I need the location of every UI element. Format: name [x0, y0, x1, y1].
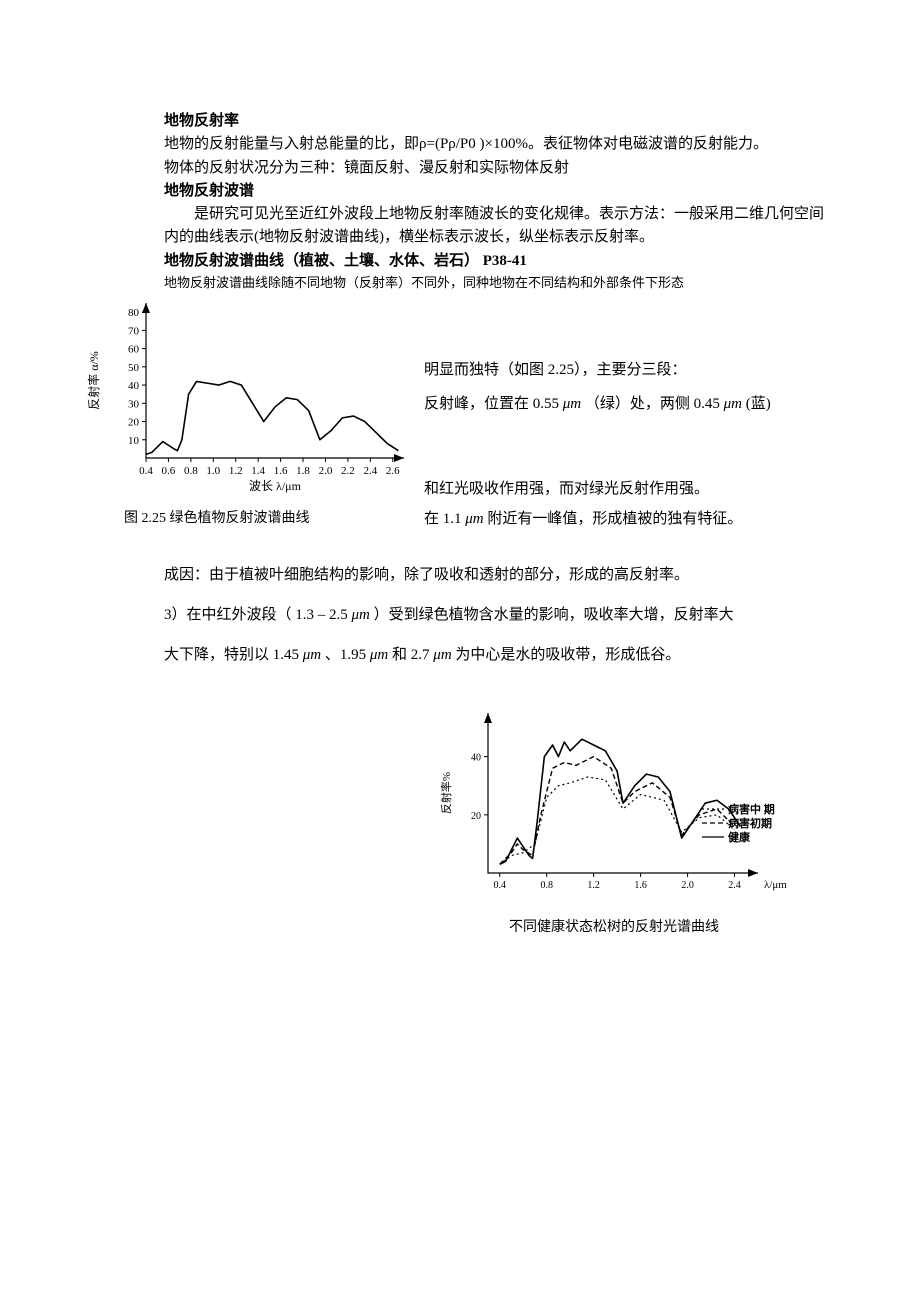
svg-text:病害中 期: 病害中 期	[728, 802, 775, 816]
figure-pine-block: 20 40 0.4 0.8 1.2 1.6 2.0 2.4 λ/μm 反射率% 病害中 期病害初期健…	[434, 703, 794, 939]
para-mid-ir-1: 3）在中红外波段（ 1.3 – 2.5 μm ）受到绿色植物含水量的影响，吸收率…	[164, 597, 830, 633]
svg-text:2.6: 2.6	[386, 465, 400, 477]
svg-text:2.0: 2.0	[319, 465, 333, 477]
svg-text:0.4: 0.4	[139, 465, 153, 477]
figure-2-25-caption: 图 2.25 绿色植物反射波谱曲线	[124, 508, 310, 530]
chart-pine-health: 20 40 0.4 0.8 1.2 1.6 2.0 2.4 λ/μm 反射率% 病害中 期病害初期健…	[434, 703, 794, 903]
figure-pine-caption: 不同健康状态松树的反射光谱曲线	[434, 917, 794, 939]
svg-text:10: 10	[128, 435, 140, 447]
svg-text:1.2: 1.2	[587, 880, 600, 891]
heading-spectrum: 地物反射波谱	[164, 180, 830, 203]
side-line-4: 在 1.1 μm 附近有一峰值，形成植被的独有特征。	[424, 508, 854, 531]
svg-text:60: 60	[128, 343, 140, 355]
svg-text:1.6: 1.6	[634, 880, 647, 891]
svg-text:1.0: 1.0	[206, 465, 220, 477]
side-text-block: 明显而独特（如图 2.25），主要分三段： 反射峰，位置在 0.55 μm （绿…	[424, 353, 844, 422]
svg-text:0.4: 0.4	[493, 880, 506, 891]
svg-text:0.8: 0.8	[540, 880, 553, 891]
document-page: 地物反射率 地物的反射能量与入射总能量的比，即ρ=(Pρ/P0 )×100%。表…	[0, 0, 920, 979]
chart-vegetation-spectrum: 10 20 30 40 50 60 70 80 0.4 0.6 0.8 1.0 1.2 1.4 1.6 1.8…	[84, 293, 414, 506]
para-curves-intro: 地物反射波谱曲线除随不同地物（反射率）不同外，同种地物在不同结构和外部条件下形态	[164, 273, 830, 293]
svg-text:30: 30	[128, 398, 140, 410]
svg-text:2.2: 2.2	[341, 465, 355, 477]
svg-text:1.4: 1.4	[251, 465, 265, 477]
figure-2-25-block: 10203040506070800.40.60.81.01.21.41.61.8…	[164, 293, 830, 553]
svg-text:40: 40	[128, 380, 140, 392]
svg-text:波长 λ/μm: 波长 λ/μm	[249, 479, 302, 493]
svg-text:1.6: 1.6	[274, 465, 288, 477]
svg-text:0.8: 0.8	[184, 465, 198, 477]
svg-text:2.0: 2.0	[681, 880, 694, 891]
svg-text:1.8: 1.8	[296, 465, 310, 477]
svg-text:20: 20	[128, 416, 140, 428]
svg-text:λ/μm: λ/μm	[764, 879, 787, 891]
svg-text:病害初期: 病害初期	[728, 816, 772, 830]
svg-text:反射率 α/%: 反射率 α/%	[86, 351, 101, 410]
para-mid-ir-2: 大下降，特别以 1.45 μm 、1.95 μm 和 2.7 μm 为中心是水的…	[164, 637, 830, 673]
svg-text:40: 40	[471, 753, 481, 764]
side-line-1: 明显而独特（如图 2.25），主要分三段：	[424, 353, 844, 388]
svg-text:80: 80	[128, 307, 140, 319]
heading-reflectance: 地物反射率	[164, 110, 830, 133]
svg-text:70: 70	[128, 325, 140, 337]
para-reflectance-def: 地物的反射能量与入射总能量的比，即ρ=(Pρ/P0 )×100%。表征物体对电磁…	[164, 133, 830, 156]
svg-text:健康: 健康	[728, 830, 751, 844]
para-cause: 成因：由于植被叶细胞结构的影响，除了吸收和透射的部分，形成的高反射率。	[164, 557, 830, 593]
svg-text:2.4: 2.4	[363, 465, 377, 477]
svg-text:2.4: 2.4	[728, 880, 741, 891]
svg-text:50: 50	[128, 362, 140, 374]
para-spectrum-def: 是研究可见光至近红外波段上地物反射率随波长的变化规律。表示方法：一般采用二维几何…	[164, 203, 830, 250]
side-line-2: 反射峰，位置在 0.55 μm （绿）处，两侧 0.45 μm (蓝)	[424, 387, 844, 422]
svg-text:1.2: 1.2	[229, 465, 243, 477]
svg-text:20: 20	[471, 811, 481, 822]
para-reflectance-types: 物体的反射状况分为三种：镜面反射、漫反射和实际物体反射	[164, 157, 830, 180]
side-line-3: 和红光吸收作用强，而对绿光反射作用强。	[424, 478, 854, 501]
svg-text:0.6: 0.6	[162, 465, 176, 477]
heading-curves: 地物反射波谱曲线（植被、土壤、水体、岩石） P38-41	[164, 250, 830, 273]
svg-text:反射率%: 反射率%	[439, 772, 453, 814]
